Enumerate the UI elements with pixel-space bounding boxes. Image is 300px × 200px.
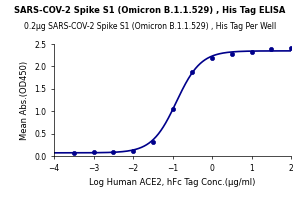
Y-axis label: Mean Abs.(OD450): Mean Abs.(OD450): [20, 60, 29, 140]
Text: 0.2μg SARS-COV-2 Spike S1 (Omicron B.1.1.529) , His Tag Per Well: 0.2μg SARS-COV-2 Spike S1 (Omicron B.1.1…: [24, 22, 276, 31]
Text: SARS-COV-2 Spike S1 (Omicron B.1.1.529) , His Tag ELISA: SARS-COV-2 Spike S1 (Omicron B.1.1.529) …: [14, 6, 286, 15]
X-axis label: Log Human ACE2, hFc Tag Conc.(μg/ml): Log Human ACE2, hFc Tag Conc.(μg/ml): [89, 178, 256, 187]
